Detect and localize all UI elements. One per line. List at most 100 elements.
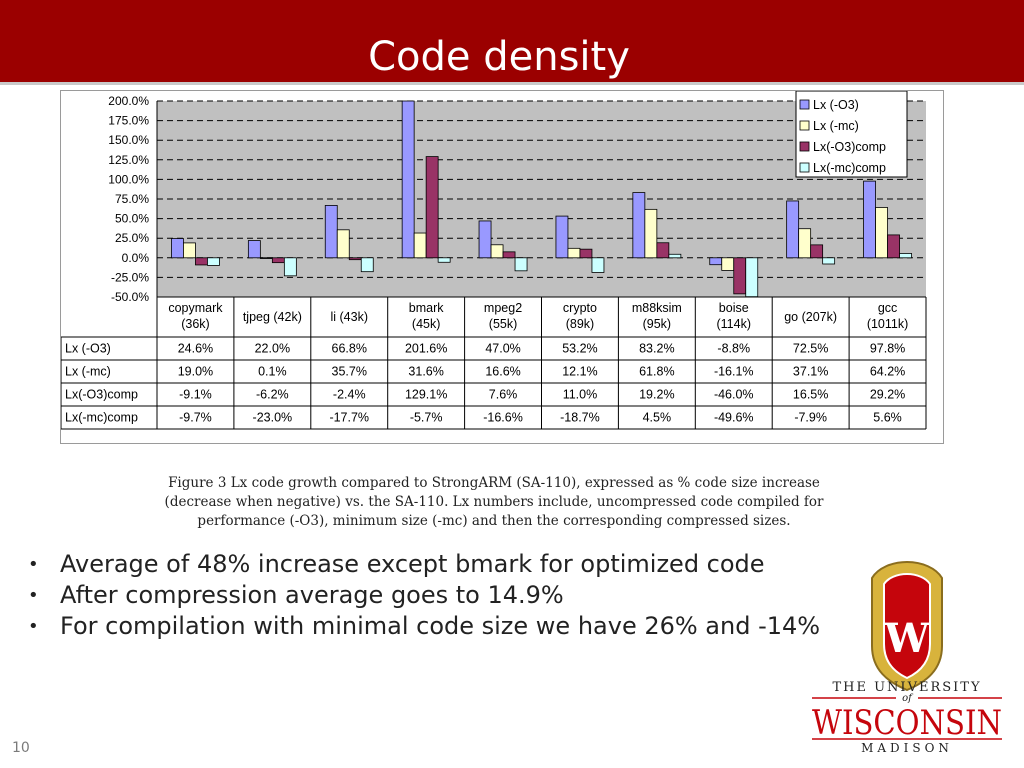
table-cell-value: 37.1%: [793, 365, 828, 379]
bar: [271, 257, 285, 264]
table-cell-value: 83.2%: [639, 342, 674, 356]
bar: [478, 220, 492, 259]
bar: [656, 242, 670, 259]
table-cell-value: 5.6%: [873, 411, 902, 425]
bullet-list: Average of 48% increase except bmark for…: [28, 549, 848, 642]
bar: [324, 205, 338, 259]
bullet-item: After compression average goes to 14.9%: [28, 580, 848, 611]
y-tick-label: 150.0%: [108, 133, 149, 147]
table-cell-value: -6.2%: [256, 388, 289, 402]
table-cell-value: 201.6%: [405, 342, 447, 356]
bar: [207, 257, 220, 266]
bar: [336, 229, 350, 259]
x-category-label: m88ksim (95k): [632, 301, 682, 331]
bar: [721, 257, 735, 271]
bar: [555, 215, 569, 259]
x-category-label: tjpeg (42k): [243, 310, 302, 324]
table-cell-value: 12.1%: [562, 365, 597, 379]
table-cell-value: -9.1%: [179, 388, 212, 402]
legend-label: Lx(-O3)comp: [813, 140, 886, 154]
bar: [899, 253, 912, 259]
table-cell-value: 53.2%: [562, 342, 597, 356]
table-cell-value: -5.7%: [410, 411, 443, 425]
bar: [786, 200, 800, 259]
table-cell-value: 64.2%: [870, 365, 905, 379]
legend-label: Lx(-mc)comp: [813, 161, 886, 175]
y-tick-label: -50.0%: [111, 290, 149, 304]
bar: [425, 156, 439, 259]
bar: [183, 242, 196, 259]
table-cell-value: 61.8%: [639, 365, 674, 379]
table-row-label: Lx (-mc): [65, 365, 111, 379]
university-crest-icon: W: [871, 560, 943, 692]
table-cell-value: -9.7%: [179, 411, 212, 425]
bar: [490, 244, 504, 259]
legend-swatch: [799, 162, 810, 173]
table-cell-value: 19.2%: [639, 388, 674, 402]
crest-letter: W: [884, 615, 931, 662]
bar: [709, 257, 723, 266]
table-cell-value: 97.8%: [870, 342, 905, 356]
bar: [413, 232, 427, 259]
table-cell-value: -16.1%: [714, 365, 754, 379]
x-category-label: li (43k): [330, 310, 368, 324]
table-cell-value: 7.6%: [489, 388, 518, 402]
title-bar: [0, 0, 1024, 82]
x-category-label: mpeg2 (55k): [484, 301, 522, 331]
bar: [567, 247, 581, 259]
y-tick-label: -25.0%: [111, 270, 149, 284]
bar: [401, 100, 415, 259]
logo-line-wisconsin: WISCONSIN: [812, 703, 1002, 743]
bullet-item: Average of 48% increase except bmark for…: [28, 549, 848, 580]
y-tick-label: 200.0%: [108, 94, 149, 108]
table-cell-value: 11.0%: [563, 388, 598, 402]
legend-swatch: [799, 120, 810, 131]
x-category-label: copymark (36k): [168, 301, 223, 331]
table-row-label: Lx (-O3): [65, 342, 111, 356]
y-tick-label: 125.0%: [108, 153, 149, 167]
table-cell-value: 22.0%: [255, 342, 290, 356]
logo-line-madison: MADISON: [861, 741, 953, 754]
bar: [745, 257, 759, 298]
bar: [502, 251, 516, 259]
bar: [514, 257, 528, 272]
bar: [171, 238, 184, 259]
table-cell-value: -23.0%: [253, 411, 293, 425]
bar: [798, 228, 812, 259]
bar: [644, 208, 658, 259]
bar: [668, 253, 682, 259]
table-cell-value: 35.7%: [332, 365, 367, 379]
table-cell-value: 16.5%: [793, 388, 828, 402]
bullet-item: For compilation with minimal code size w…: [28, 611, 848, 642]
y-tick-label: 100.0%: [108, 172, 149, 186]
table-cell-value: 47.0%: [485, 342, 520, 356]
table-cell-value: -2.4%: [333, 388, 366, 402]
bar: [632, 192, 646, 259]
x-category-label: go (207k): [784, 310, 837, 324]
table-cell-value: -17.7%: [329, 411, 369, 425]
logo-line-university: THE UNIVERSITY: [832, 680, 981, 695]
bar: [579, 248, 593, 259]
bar: [360, 257, 374, 273]
university-logo: W THE UNIVERSITY of WISCONSIN MADISON: [812, 560, 1002, 754]
table-cell-value: 72.5%: [793, 342, 828, 356]
bar: [887, 234, 900, 259]
page-number: 10: [12, 740, 30, 756]
bar: [195, 257, 208, 266]
y-tick-label: 75.0%: [115, 192, 149, 206]
table-cell-value: -18.7%: [560, 411, 600, 425]
legend-label: Lx (-O3): [813, 98, 859, 112]
table-cell-value: -16.6%: [483, 411, 523, 425]
table-cell-value: 29.2%: [870, 388, 905, 402]
bar-chart: 200.0% 175.0% 150.0% 125.0% 100.0% 75.0% 50.0%…: [61, 91, 927, 430]
bar: [810, 244, 824, 259]
table-cell-value: -7.9%: [794, 411, 827, 425]
bar: [437, 257, 451, 263]
y-tick-label: 25.0%: [115, 231, 149, 245]
logo-of: of: [902, 693, 914, 704]
legend-swatch: [799, 99, 810, 110]
chart-panel: 200.0% 175.0% 150.0% 125.0% 100.0% 75.0% 50.0%…: [60, 90, 944, 444]
x-category-label: crypto (89k): [563, 301, 597, 331]
table-cell-value: 16.6%: [485, 365, 520, 379]
y-tick-label: 175.0%: [108, 114, 149, 128]
